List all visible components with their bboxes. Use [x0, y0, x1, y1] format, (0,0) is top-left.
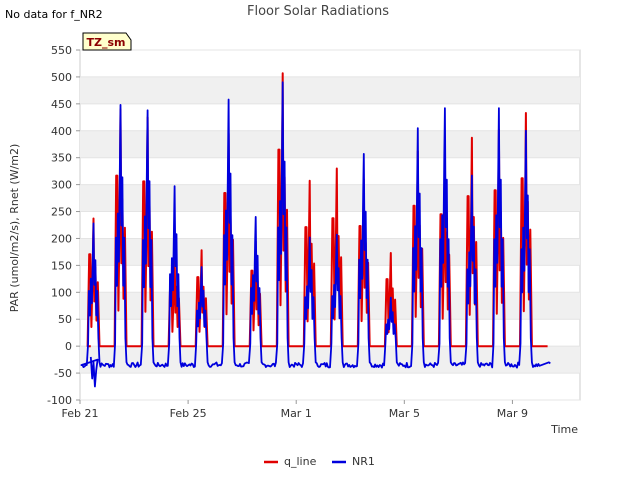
chart-title: Floor Solar Radiations	[247, 4, 389, 19]
legend-label-nr1: NR1	[352, 455, 375, 468]
y-tick-label: 500	[51, 71, 72, 84]
y-tick-label: 150	[51, 259, 72, 272]
plot-band	[80, 130, 580, 158]
y-tick-label: -50	[54, 367, 72, 380]
y-tick-label: 450	[51, 98, 72, 111]
site-badge-box	[82, 32, 132, 51]
no-data-note: No data for f_NR2	[5, 8, 103, 21]
y-tick-label: 300	[51, 179, 72, 192]
series-line-nr1	[80, 81, 551, 388]
legend: q_line NR1	[264, 455, 375, 468]
plot-band	[80, 76, 580, 104]
site-badge-label: TZ_sm	[87, 36, 126, 49]
y-tick-label: 50	[58, 313, 72, 326]
legend-label-q-line: q_line	[284, 455, 317, 468]
y-tick-label: 550	[51, 44, 72, 57]
y-tick-label: 350	[51, 152, 72, 165]
x-axis-label: Time	[550, 423, 578, 436]
x-tick-label: Mar 5	[389, 407, 420, 420]
plot-band	[80, 238, 580, 266]
y-axis-label: PAR (umol/m2/s), Rnet (W/m2)	[8, 144, 21, 313]
y-tick-label: 250	[51, 206, 72, 219]
y-tick-label: 100	[51, 286, 72, 299]
plot-band	[80, 184, 580, 212]
y-tick-label: 0	[65, 340, 72, 353]
data-lines	[80, 72, 551, 388]
y-tick-label: -100	[47, 394, 72, 407]
y-tick-label: 200	[51, 232, 72, 245]
x-tick-label: Feb 21	[62, 407, 99, 420]
x-tick-label: Feb 25	[170, 407, 207, 420]
y-axis-ticks: -100 -50 0 50 100 150 200 250 300 350 400 450 500 550	[47, 44, 80, 407]
site-badge: TZ_sm	[82, 32, 132, 51]
x-tick-label: Mar 1	[281, 407, 312, 420]
x-tick-label: Mar 9	[497, 407, 528, 420]
y-tick-label: 400	[51, 125, 72, 138]
x-axis-ticks: Feb 21 Feb 25 Mar 1 Mar 5 Mar 9	[62, 400, 528, 420]
